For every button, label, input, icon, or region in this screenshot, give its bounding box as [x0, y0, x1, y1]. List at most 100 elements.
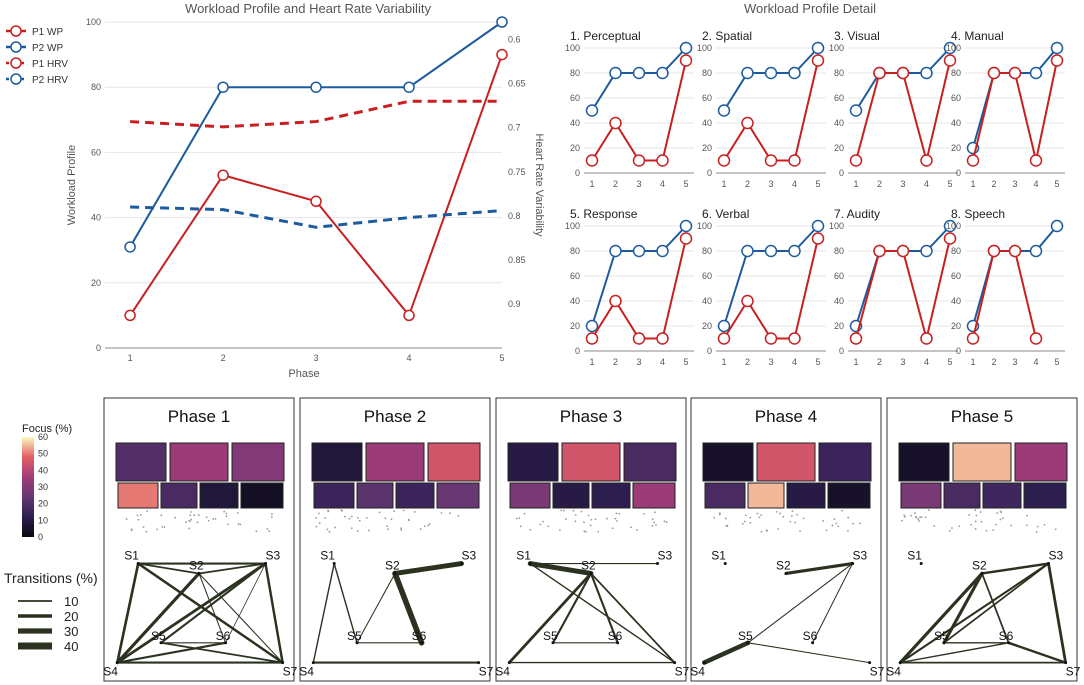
fixation-dot [402, 509, 405, 512]
aoi-bottom-box [436, 482, 480, 509]
fixation-dot [190, 518, 193, 521]
fixation-dot [831, 524, 834, 527]
detail-data-point [632, 154, 646, 167]
phase-panel-border [299, 397, 491, 682]
fixation-dot [523, 512, 526, 515]
fixation-dot [196, 521, 199, 524]
state-node [1064, 661, 1068, 665]
state-node-label: S5 [738, 629, 753, 643]
fixation-dot [393, 510, 395, 513]
fixation-dot [724, 517, 727, 520]
main-series-line [130, 205, 503, 229]
detail-y-tick: 40 [951, 296, 961, 306]
phase-title: Phase 1 [168, 407, 230, 426]
fixation-dot [841, 509, 844, 512]
detail-panel-title: 2. Spatial [702, 29, 752, 43]
main-y2-tick: 0.8 [508, 211, 521, 221]
fixation-dot [782, 515, 785, 518]
fixation-dot [999, 518, 1002, 521]
detail-data-point [717, 319, 731, 333]
fixation-dot [837, 525, 840, 528]
fixation-dot [137, 518, 140, 521]
state-node [746, 641, 750, 645]
detail-data-point [741, 294, 754, 308]
state-node [851, 562, 854, 566]
detail-y-tick: 60 [570, 271, 580, 281]
fixation-dot [574, 514, 577, 516]
detail-y-tick: 0 [575, 346, 580, 356]
detail-x-tick: 1 [970, 179, 975, 189]
colorbar-tick: 10 [38, 515, 48, 525]
detail-x-tick: 5 [683, 357, 688, 367]
detail-x-tick: 3 [768, 179, 773, 189]
state-node [589, 571, 593, 575]
state-node [477, 661, 481, 665]
detail-y-tick: 20 [570, 143, 580, 153]
transition-edge [115, 571, 201, 665]
detail-data-point [632, 244, 646, 258]
aoi-bottom-box [356, 482, 394, 509]
aoi-top-box [115, 442, 167, 482]
state-node [784, 571, 788, 575]
main-data-point [310, 195, 322, 208]
state-node-label: S1 [320, 549, 335, 563]
detail-x-tick: 5 [815, 179, 820, 189]
fixation-dot [327, 510, 330, 513]
fixation-dot [615, 512, 618, 515]
detail-data-point [764, 66, 778, 80]
detail-x-tick: 2 [877, 179, 882, 189]
fixation-dot [227, 523, 229, 526]
fixation-dot [1001, 517, 1004, 520]
detail-y-tick: 0 [707, 346, 712, 356]
detail-x-tick: 3 [1012, 179, 1017, 189]
state-node [811, 641, 815, 645]
fixation-dot [130, 529, 133, 532]
detail-x-tick: 4 [660, 357, 665, 367]
aoi-bottom-box [704, 482, 746, 509]
fixation-dot [1035, 530, 1038, 533]
fixation-dot [587, 514, 590, 517]
aoi-bottom-box [1023, 482, 1067, 509]
transition-edge [702, 640, 751, 665]
fixation-dot [979, 511, 982, 513]
fixation-dot [125, 518, 128, 520]
fixation-dot [924, 516, 927, 519]
fixation-dot [328, 530, 331, 533]
state-node [507, 661, 511, 665]
transition-edge [899, 642, 1010, 664]
fixation-dot [423, 525, 426, 528]
fixation-dot [654, 511, 656, 514]
detail-panel-title: 8. Speech [951, 207, 1005, 221]
colorbar-tick: 40 [38, 465, 48, 475]
fixation-dot [992, 529, 995, 532]
detail-x-tick: 4 [660, 179, 665, 189]
state-node-label: S6 [412, 629, 427, 643]
fixation-dot [718, 513, 721, 516]
fixation-dot [933, 525, 936, 527]
colorbar-title: Focus (%) [22, 423, 72, 435]
fixation-dot [802, 517, 805, 520]
detail-y-tick: 100 [829, 221, 844, 231]
fixation-dot [974, 520, 977, 523]
detail-data-point [585, 332, 599, 345]
aoi-bottom-box [313, 482, 355, 509]
detail-y-tick: 0 [956, 346, 961, 356]
fixation-dot [225, 515, 228, 518]
detail-panel-title: 5. Response [570, 207, 638, 221]
fixation-dot [315, 525, 318, 528]
detail-y-tick: 80 [570, 68, 580, 78]
fixation-dot [974, 528, 977, 530]
detail-panel-title: 4. Manual [951, 29, 1004, 43]
legend-swatch-marker [10, 73, 22, 85]
fixation-dot [174, 516, 177, 519]
detail-data-point [717, 154, 731, 167]
detail-y-tick: 60 [951, 271, 961, 281]
detail-data-point [943, 219, 957, 233]
main-y2-label: Heart Rate Variability [533, 133, 545, 237]
detail-x-tick: 3 [636, 179, 641, 189]
aoi-bottom-box [552, 482, 590, 509]
fixation-dot [212, 518, 215, 520]
fixation-dot [741, 522, 744, 525]
detail-data-point [632, 66, 646, 80]
detail-data-point [849, 332, 863, 345]
